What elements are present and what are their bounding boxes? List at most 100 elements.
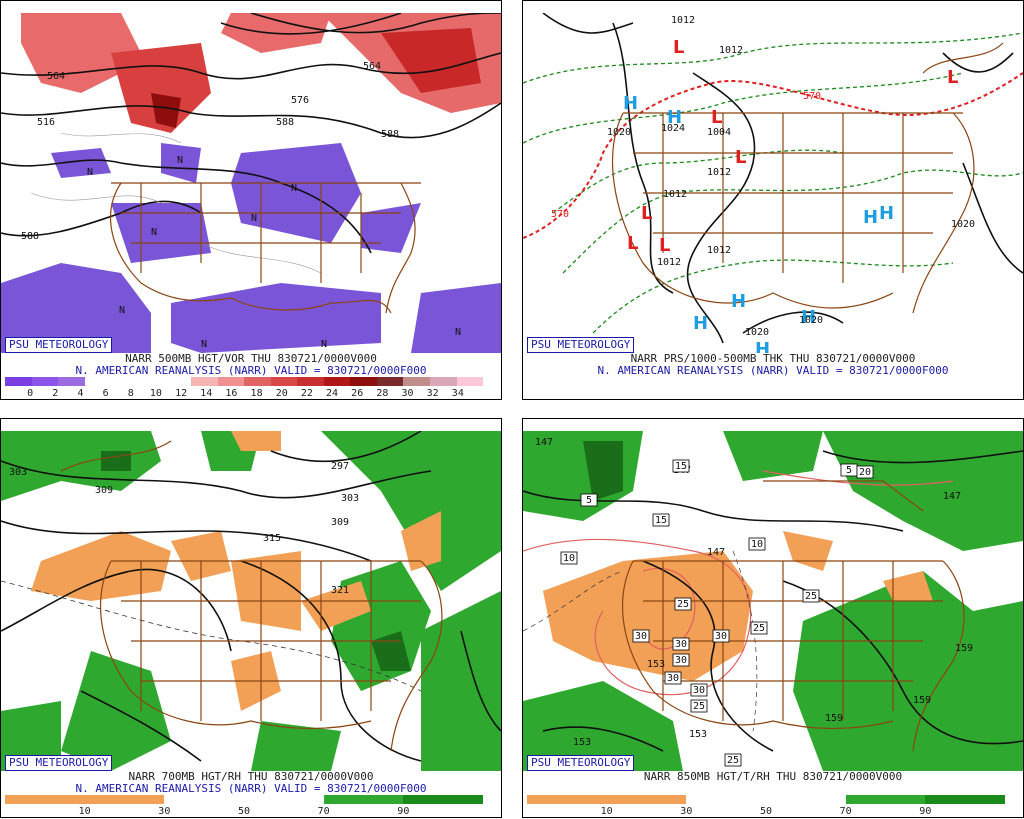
scale-label: 4: [77, 388, 84, 399]
temperature-label-boxes: 15 15 5 5 10 10 20 25 25 25 25 30 30 30 30 30 30 25: [560, 459, 874, 767]
scale-label: 24: [326, 388, 339, 399]
temp-label: 25: [693, 701, 705, 712]
contour-label: 564: [363, 61, 381, 72]
height-contours: [1, 13, 501, 254]
temp-label-box: [632, 629, 650, 643]
psu-meteorology-badge: PSU METEOROLOGY: [5, 755, 113, 771]
scale-label: 0: [27, 388, 34, 399]
scale-swatch: [84, 377, 112, 386]
contour-label: 153: [647, 659, 665, 670]
temp-label: 30: [693, 685, 705, 696]
panel-700mb-rh: 303 309 297 303 309 315 321 PSU METEOROL…: [0, 418, 502, 818]
scale-label: 28: [376, 388, 389, 399]
contour-label: 321: [331, 585, 349, 596]
high-marker: H: [879, 203, 894, 224]
contour-label: 303: [9, 467, 27, 478]
high-marker: H: [863, 207, 878, 228]
temp-label-box: [690, 683, 708, 697]
temp-label: 15: [655, 515, 667, 526]
scale-swatch: [845, 795, 926, 804]
scale-swatch: [766, 795, 846, 804]
scale-label: 18: [250, 388, 263, 399]
contour-label: 1012: [707, 167, 731, 178]
vorticity-max: [151, 93, 181, 128]
contour-label: 297: [331, 461, 349, 472]
political-borders: [60, 440, 443, 752]
vorticity-scale-labels: 0 2 4 6 8 10 12 14 16 18 20 22 24 26 28 30 32 34: [5, 388, 483, 399]
contour-label: 147: [535, 437, 553, 448]
contour-label: 309: [331, 517, 349, 528]
scale-label: 90: [397, 806, 410, 817]
temp-label-box: [712, 629, 730, 643]
contour-label: 147: [943, 491, 961, 502]
scale-swatch: [5, 377, 32, 386]
rh-color-scale: [5, 795, 484, 804]
contour-label: 159: [913, 695, 931, 706]
contour-label: 153: [573, 737, 591, 748]
psu-meteorology-badge: PSU METEOROLOGY: [527, 337, 635, 353]
contour-labels: 1012 1012 1020 1024 1004 1012 1012 1012 …: [551, 15, 975, 338]
contour-label: 570: [803, 91, 821, 102]
temp-label: 30: [675, 639, 687, 650]
temp-label-box: [664, 671, 682, 685]
contour-label: 588: [381, 129, 399, 140]
contour-label: 1012: [719, 45, 743, 56]
scale-swatch: [376, 377, 404, 386]
high-marker: H: [801, 307, 816, 328]
rh-scale-labels: 10 30 50 70 90: [527, 806, 1005, 817]
scale-swatch: [606, 795, 687, 804]
panel-title: NARR PRS/1000-500MB THK THU 830721/0000V…: [630, 352, 916, 365]
scale-swatch: [190, 377, 218, 386]
temp-label-box: [724, 753, 742, 767]
map-700mb: 303 309 297 303 309 315 321: [1, 431, 501, 771]
scale-swatch: [164, 795, 245, 804]
contour-label: 1020: [951, 219, 975, 230]
scale-swatch: [323, 377, 351, 386]
contour-label: 309: [95, 485, 113, 496]
rh-scale-labels: 10 30 50 70 90: [5, 806, 483, 817]
n-marker: N: [87, 167, 93, 178]
scale-label: 70: [839, 806, 852, 817]
scale-swatch: [111, 377, 138, 386]
scale-label: 12: [175, 388, 188, 399]
contour-label: 516: [37, 117, 55, 128]
temp-label-box: [690, 699, 708, 713]
n-marker: N: [119, 305, 125, 316]
vorticity-area: [21, 13, 141, 93]
contour-label: 588: [276, 117, 294, 128]
temp-label: 30: [635, 631, 647, 642]
scale-swatch: [403, 795, 484, 804]
contour-label: 1012: [671, 15, 695, 26]
isobars: [542, 13, 1023, 344]
vorticity-negative-area: [1, 263, 151, 353]
thickness-570-contour: [523, 72, 1023, 239]
panel-850mb-temp-rh: 147 147 147 147 153 153 159 159 159 153 …: [522, 418, 1024, 818]
scale-swatch: [31, 377, 59, 386]
scale-swatch: [456, 377, 484, 386]
low-marker: L: [627, 233, 638, 254]
low-marker: L: [711, 107, 722, 128]
high-marker: H: [755, 339, 770, 353]
high-marker: H: [623, 93, 638, 114]
contour-label: 576: [291, 95, 309, 106]
political-borders: [612, 42, 1004, 314]
contour-label: 147: [707, 547, 725, 558]
contour-labels: 564 576 588 588 588 564 516: [21, 61, 399, 242]
panel-title: NARR 500MB HGT/VOR THU 830721/0000V000: [125, 352, 377, 365]
scale-label: 20: [275, 388, 288, 399]
scale-swatch: [527, 795, 607, 804]
high-marker: H: [731, 291, 746, 312]
scale-swatch: [217, 377, 245, 386]
humid-areas: [1, 431, 501, 771]
scale-label: 90: [919, 806, 932, 817]
n-markers: N N N N N N N N N: [87, 155, 461, 350]
temp-label-box: [672, 459, 690, 473]
scale-label: 16: [225, 388, 238, 399]
panel-pressure-thickness: L L L L L L L H H H H H H H H 1012 1012 …: [522, 0, 1024, 400]
panel-valid-line: N. AMERICAN REANALYSIS (NARR) VALID = 83…: [75, 782, 427, 795]
temp-label: 25: [753, 623, 765, 634]
scale-swatch: [350, 377, 377, 386]
psu-meteorology-badge: PSU METEOROLOGY: [5, 337, 113, 353]
scale-label: 26: [351, 388, 364, 399]
contour-label: 315: [263, 533, 281, 544]
